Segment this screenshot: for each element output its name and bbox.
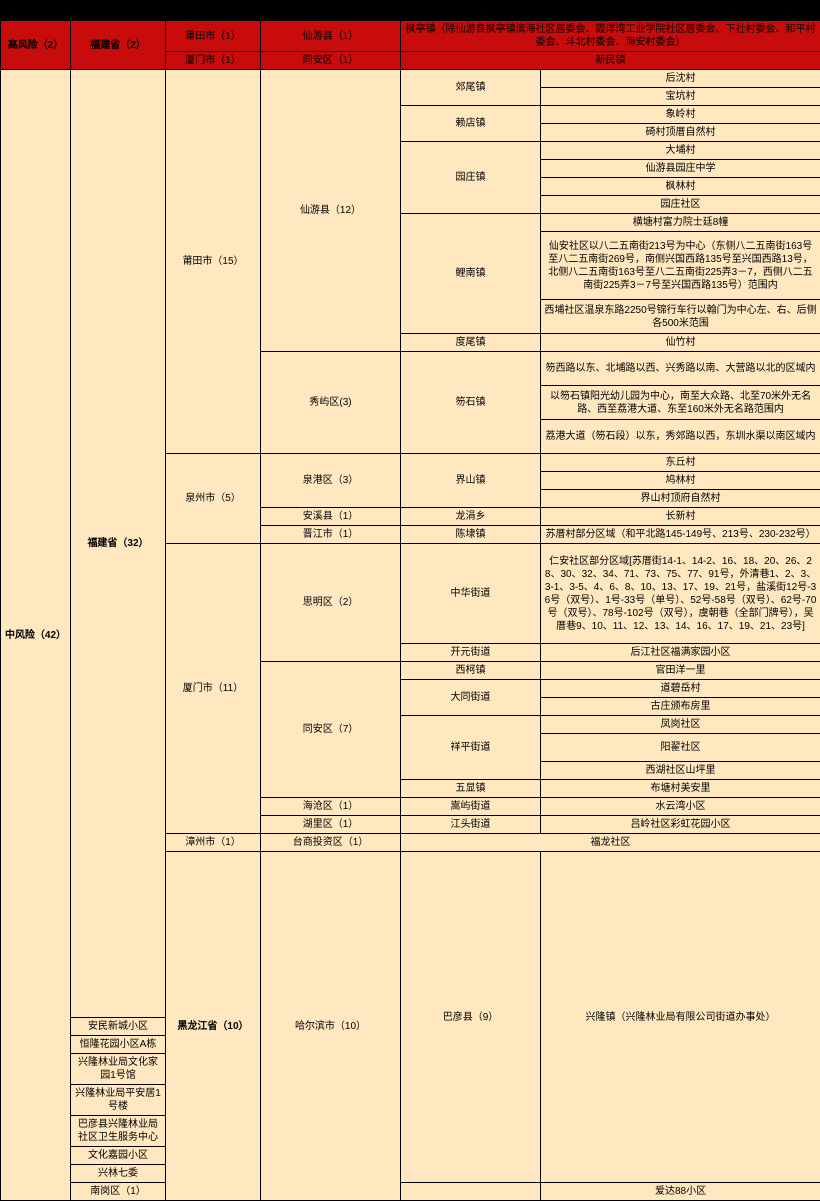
bayan-county: 巴彦县（9）: [401, 852, 541, 1183]
nangang-town: [401, 1183, 541, 1201]
kaiyuan-town: 开元街道: [401, 644, 541, 662]
laidian-town: 赖店镇: [401, 106, 541, 142]
cell: 仙游县园庄中学: [541, 160, 820, 178]
cell: 安民新城小区: [71, 1018, 166, 1036]
cell: 兴隆林业局文化家园1号馆: [71, 1054, 166, 1085]
hlj-province: 黑龙江省（10）: [166, 852, 261, 1201]
cell: 大埔村: [541, 142, 820, 160]
zhangzhou-city: 漳州市（1）: [166, 834, 261, 852]
cell: 碕村顶厝自然村: [541, 124, 820, 142]
cell: 苏厝村部分区域（和平北路145-149号、213号、230-232号）: [541, 526, 820, 544]
huli-county: 湖里区（1）: [261, 816, 401, 834]
hr-county-1: 仙游县（1）: [261, 21, 401, 52]
cell: 古庄颁布房里: [541, 698, 820, 716]
cell: 吕岭社区彩虹花园小区: [541, 816, 820, 834]
hr-county-2: 同安区（1）: [261, 52, 401, 70]
jieshan-town: 界山镇: [401, 454, 541, 508]
cell: 横塘村富力院士廷8幢: [541, 214, 820, 232]
cell: 笏西路以东、北埔路以西、兴秀路以南、大营路以北的区域内: [541, 352, 820, 386]
cell: 界山村顶府自然村: [541, 490, 820, 508]
cell: 道碧岳村: [541, 680, 820, 698]
sushi-town: 笏石镇: [401, 352, 541, 454]
tongan-county: 同安区（7）: [261, 662, 401, 798]
cell: 西湖社区山坪里: [541, 762, 820, 780]
hr-city-2: 厦门市（1）: [166, 52, 261, 70]
duwei-town: 度尾镇: [401, 334, 541, 352]
hr-detail-1: 枫亭镇（除仙游县枫亭镇滨海社区居委会、霞洋湾工业学院社区居委会、下社村委会、和平…: [401, 21, 820, 52]
cell: 后江社区福满家园小区: [541, 644, 820, 662]
linan-town: 鲤南镇: [401, 214, 541, 334]
cell: 枫林村: [541, 178, 820, 196]
haicang-county: 海沧区（1）: [261, 798, 401, 816]
xianyou-county: 仙游县（12）: [261, 70, 401, 352]
cell: 后沈村: [541, 70, 820, 88]
cell: 荔港大道（笏石段）以东，秀郊路以西，东圳水渠以南区域内: [541, 420, 820, 454]
hr-city-1: 莆田市（1）: [166, 21, 261, 52]
header-row: [1, 1, 820, 21]
cell: 爱达88小区: [541, 1183, 820, 1201]
cell: 官田洋一里: [541, 662, 820, 680]
cell: 以笏石镇阳光幼儿园为中心，南至大众路、北至70米外无名路、西至荔港大道、东至16…: [541, 386, 820, 420]
chendai-town: 陈埭镇: [401, 526, 541, 544]
siming-county: 思明区（2）: [261, 544, 401, 662]
cell: 布塘村美安里: [541, 780, 820, 798]
quangang-county: 泉港区（3）: [261, 454, 401, 508]
cell: 恒隆花园小区A栋: [71, 1036, 166, 1054]
anxi-county: 安溪县（1）: [261, 508, 401, 526]
xiuyu-county: 秀屿区(3): [261, 352, 401, 454]
cell: 仙安社区以八二五南街213号为中心（东侧八二五南街163号至八二五南街269号，…: [541, 232, 820, 300]
cell: 文化嘉园小区: [71, 1147, 166, 1165]
high-risk-label: 高风险（2）: [1, 21, 71, 70]
longjuan-town: 龙涓乡: [401, 508, 541, 526]
yuanzhuang-town: 园庄镇: [401, 142, 541, 214]
putian-city: 莆田市（15）: [166, 70, 261, 454]
cell: 西埔社区温泉东路2250号锦行车行以翰门为中心左、右、后侧各500米范围: [541, 300, 820, 334]
high-risk-province: 福建省（2）: [71, 21, 166, 70]
cell: 园庄社区: [541, 196, 820, 214]
cell: 兴隆林业局平安居1号楼: [71, 1085, 166, 1116]
nangang-county: 南岗区（1）: [71, 1183, 166, 1201]
cell: 宝坑村: [541, 88, 820, 106]
jiangtou-town: 江头街道: [401, 816, 541, 834]
taiinvest-county: 台商投资区（1）: [261, 834, 401, 852]
cell: 仁安社区部分区域[苏厝街14-1、14-2、16、18、20、26、28、30、…: [541, 544, 820, 644]
harbin-city: 哈尔滨市（10）: [261, 852, 401, 1201]
cell: 兴林七委: [71, 1165, 166, 1183]
cell: 福龙社区: [401, 834, 820, 852]
fj-province: 福建省（32）: [71, 70, 166, 1018]
cell: 仙竹村: [541, 334, 820, 352]
xiangping-town: 祥平街道: [401, 716, 541, 780]
datong-town: 大同街道: [401, 680, 541, 716]
cell: 象岭村: [541, 106, 820, 124]
quanzhou-city: 泉州市（5）: [166, 454, 261, 544]
xiamen-city: 厦门市（11）: [166, 544, 261, 834]
hr-detail-2: 新民镇: [401, 52, 820, 70]
cell: 东丘村: [541, 454, 820, 472]
xike-town: 西柯镇: [401, 662, 541, 680]
cell: 凤岗社区: [541, 716, 820, 734]
songyu-town: 嵩屿街道: [401, 798, 541, 816]
zhonghua-town: 中华街道: [401, 544, 541, 644]
cell: 水云湾小区: [541, 798, 820, 816]
xinglong-town: 兴隆镇（兴隆林业局有限公司街道办事处）: [541, 852, 820, 1183]
cell: 巴彦县兴隆林业局社区卫生服务中心: [71, 1116, 166, 1147]
wuxian-town: 五显镇: [401, 780, 541, 798]
jiaowei-town: 郊尾镇: [401, 70, 541, 106]
cell: 阳翟社区: [541, 734, 820, 762]
jinjiang-county: 晋江市（1）: [261, 526, 401, 544]
cell: 鸠林村: [541, 472, 820, 490]
cell: 长新村: [541, 508, 820, 526]
mid-risk-label: 中风险（42）: [1, 70, 71, 1201]
